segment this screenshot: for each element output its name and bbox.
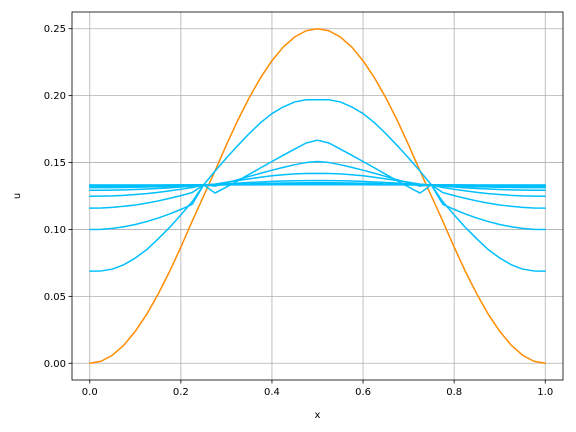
series-line-5 [89,179,546,191]
x-axis: 0.0 0.2 0.4 0.6 0.8 1.0 [82,380,553,398]
x-tick-label: 0.4 [264,387,280,398]
plot-frame [71,11,564,381]
series-layer [89,27,546,365]
y-tick-label: 0.05 [44,292,66,303]
y-axis: 0.00 0.05 0.10 0.15 0.20 0.25 [44,24,72,370]
series-line-1 [89,99,546,272]
series-line-2 [89,139,546,231]
x-tick-label: 0.6 [355,387,371,398]
series-line-6 [89,182,546,189]
y-tick-label: 0.25 [44,24,66,35]
y-tick-label: 0.00 [44,359,66,370]
x-tick-label: 0.8 [446,387,462,398]
y-tick-label: 0.15 [44,158,66,169]
x-tick-label: 1.0 [537,387,553,398]
series-line-initial [89,27,546,365]
series-line-3 [89,160,546,209]
x-tick-label: 0.0 [82,387,98,398]
x-axis-label: x [315,410,321,421]
x-tick-label: 0.2 [173,387,189,398]
series-line-4 [89,172,546,198]
y-tick-label: 0.20 [44,91,66,102]
y-axis-label: u [12,193,23,199]
y-tick-label: 0.10 [44,225,66,236]
